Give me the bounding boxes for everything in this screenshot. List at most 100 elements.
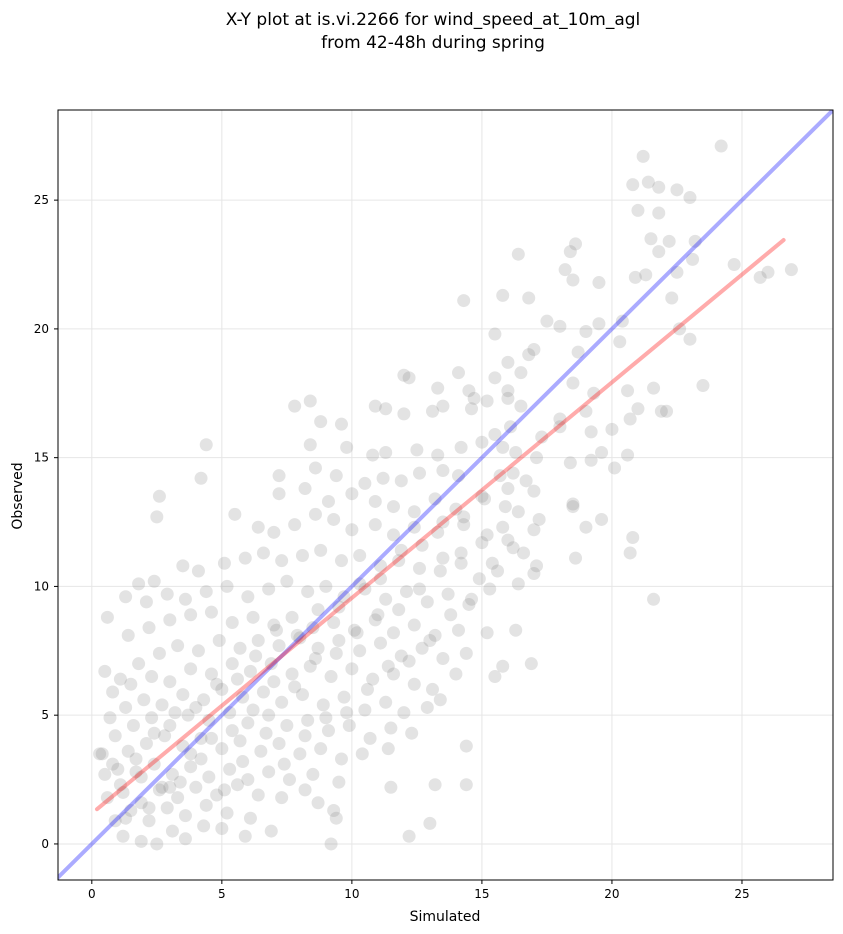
scatter-point (454, 440, 468, 454)
scatter-point (155, 698, 169, 712)
scatter-point (553, 319, 567, 333)
scatter-point (134, 770, 148, 784)
x-axis-label: Simulated (410, 909, 481, 925)
scatter-point (407, 677, 421, 691)
scatter-point (511, 577, 525, 591)
scatter-point (139, 595, 153, 609)
scatter-point (223, 706, 237, 720)
scatter-point (238, 551, 252, 565)
scatter-point (337, 590, 351, 604)
scatter-point (501, 482, 515, 496)
scatter-point (241, 590, 255, 604)
scatter-point (350, 626, 364, 640)
scatter-point (134, 796, 148, 810)
scatter-point (152, 489, 166, 503)
scatter-point (178, 592, 192, 606)
scatter-point (256, 685, 270, 699)
scatter-point (626, 178, 640, 192)
scatter-point (282, 773, 296, 787)
scatter-point (472, 572, 486, 586)
x-tick-label: 20 (604, 887, 619, 901)
scatter-point (514, 366, 528, 380)
scatter-point (176, 688, 190, 702)
scatter-point (467, 391, 481, 405)
scatter-point (228, 507, 242, 521)
scatter-point (652, 180, 666, 194)
scatter-point (243, 664, 257, 678)
scatter-point (340, 706, 354, 720)
scatter-point (457, 518, 471, 532)
y-axis-label: Observed (10, 462, 26, 529)
scatter-point (519, 474, 533, 488)
scatter-point (397, 706, 411, 720)
scatter-point (491, 564, 505, 578)
scatter-point (480, 528, 494, 542)
scatter-point (160, 801, 174, 815)
chart-title-line-1: X-Y plot at is.vi.2266 for wind_speed_at… (226, 10, 641, 30)
scatter-point (368, 613, 382, 627)
scatter-point (295, 549, 309, 563)
scatter-point (366, 672, 380, 686)
scatter-point (158, 729, 172, 743)
scatter-point (194, 471, 208, 485)
scatter-point (373, 572, 387, 586)
scatter-point (285, 667, 299, 681)
scatter-point (436, 464, 450, 478)
scatter-point (530, 451, 544, 465)
scatter-point (420, 700, 434, 714)
scatter-point (415, 641, 429, 655)
scatter-point (267, 525, 281, 539)
scatter-point (142, 801, 156, 815)
scatter-point (459, 646, 473, 660)
scatter-point (459, 778, 473, 792)
scatter-point (368, 494, 382, 508)
scatter-point (595, 446, 609, 460)
scatter-point (152, 783, 166, 797)
scatter-point (108, 729, 122, 743)
scatter-point (337, 690, 351, 704)
scatter-point (488, 670, 502, 684)
scatter-point (431, 381, 445, 395)
scatter-point (113, 778, 127, 792)
scatter-point (215, 682, 229, 696)
scatter-point (163, 675, 177, 689)
scatter-point (412, 582, 426, 596)
scatter-point (394, 543, 408, 557)
scatter-point (119, 700, 133, 714)
scatter-point (272, 639, 286, 653)
scatter-point (410, 443, 424, 457)
scatter-point (628, 270, 642, 284)
scatter-point (394, 474, 408, 488)
scatter-point (98, 664, 112, 678)
scatter-point (566, 497, 580, 511)
scatter-point (652, 245, 666, 259)
scatter-point (454, 556, 468, 570)
scatter-point (264, 657, 278, 671)
scatter-point (181, 708, 195, 722)
scatter-point (670, 183, 684, 197)
scatter-point (142, 814, 156, 828)
scatter-point (425, 404, 439, 418)
scatter-point (530, 559, 544, 573)
scatter-point (184, 760, 198, 774)
scatter-point (256, 546, 270, 560)
scatter-point (436, 399, 450, 413)
scatter-point (173, 775, 187, 789)
scatter-point (210, 788, 224, 802)
scatter-point (623, 546, 637, 560)
scatter-point (496, 288, 510, 302)
scatter-point (316, 698, 330, 712)
scatter-point (493, 469, 507, 483)
scatter-point (623, 412, 637, 426)
scatter-point (321, 724, 335, 738)
scatter-point (233, 641, 247, 655)
scatter-point (342, 718, 356, 732)
scatter-point (462, 384, 476, 398)
scatter-point (480, 626, 494, 640)
scatter-point (626, 530, 640, 544)
scatter-point (103, 711, 117, 725)
scatter-point (275, 791, 289, 805)
scatter-point (452, 623, 466, 637)
scatter-point (652, 206, 666, 220)
